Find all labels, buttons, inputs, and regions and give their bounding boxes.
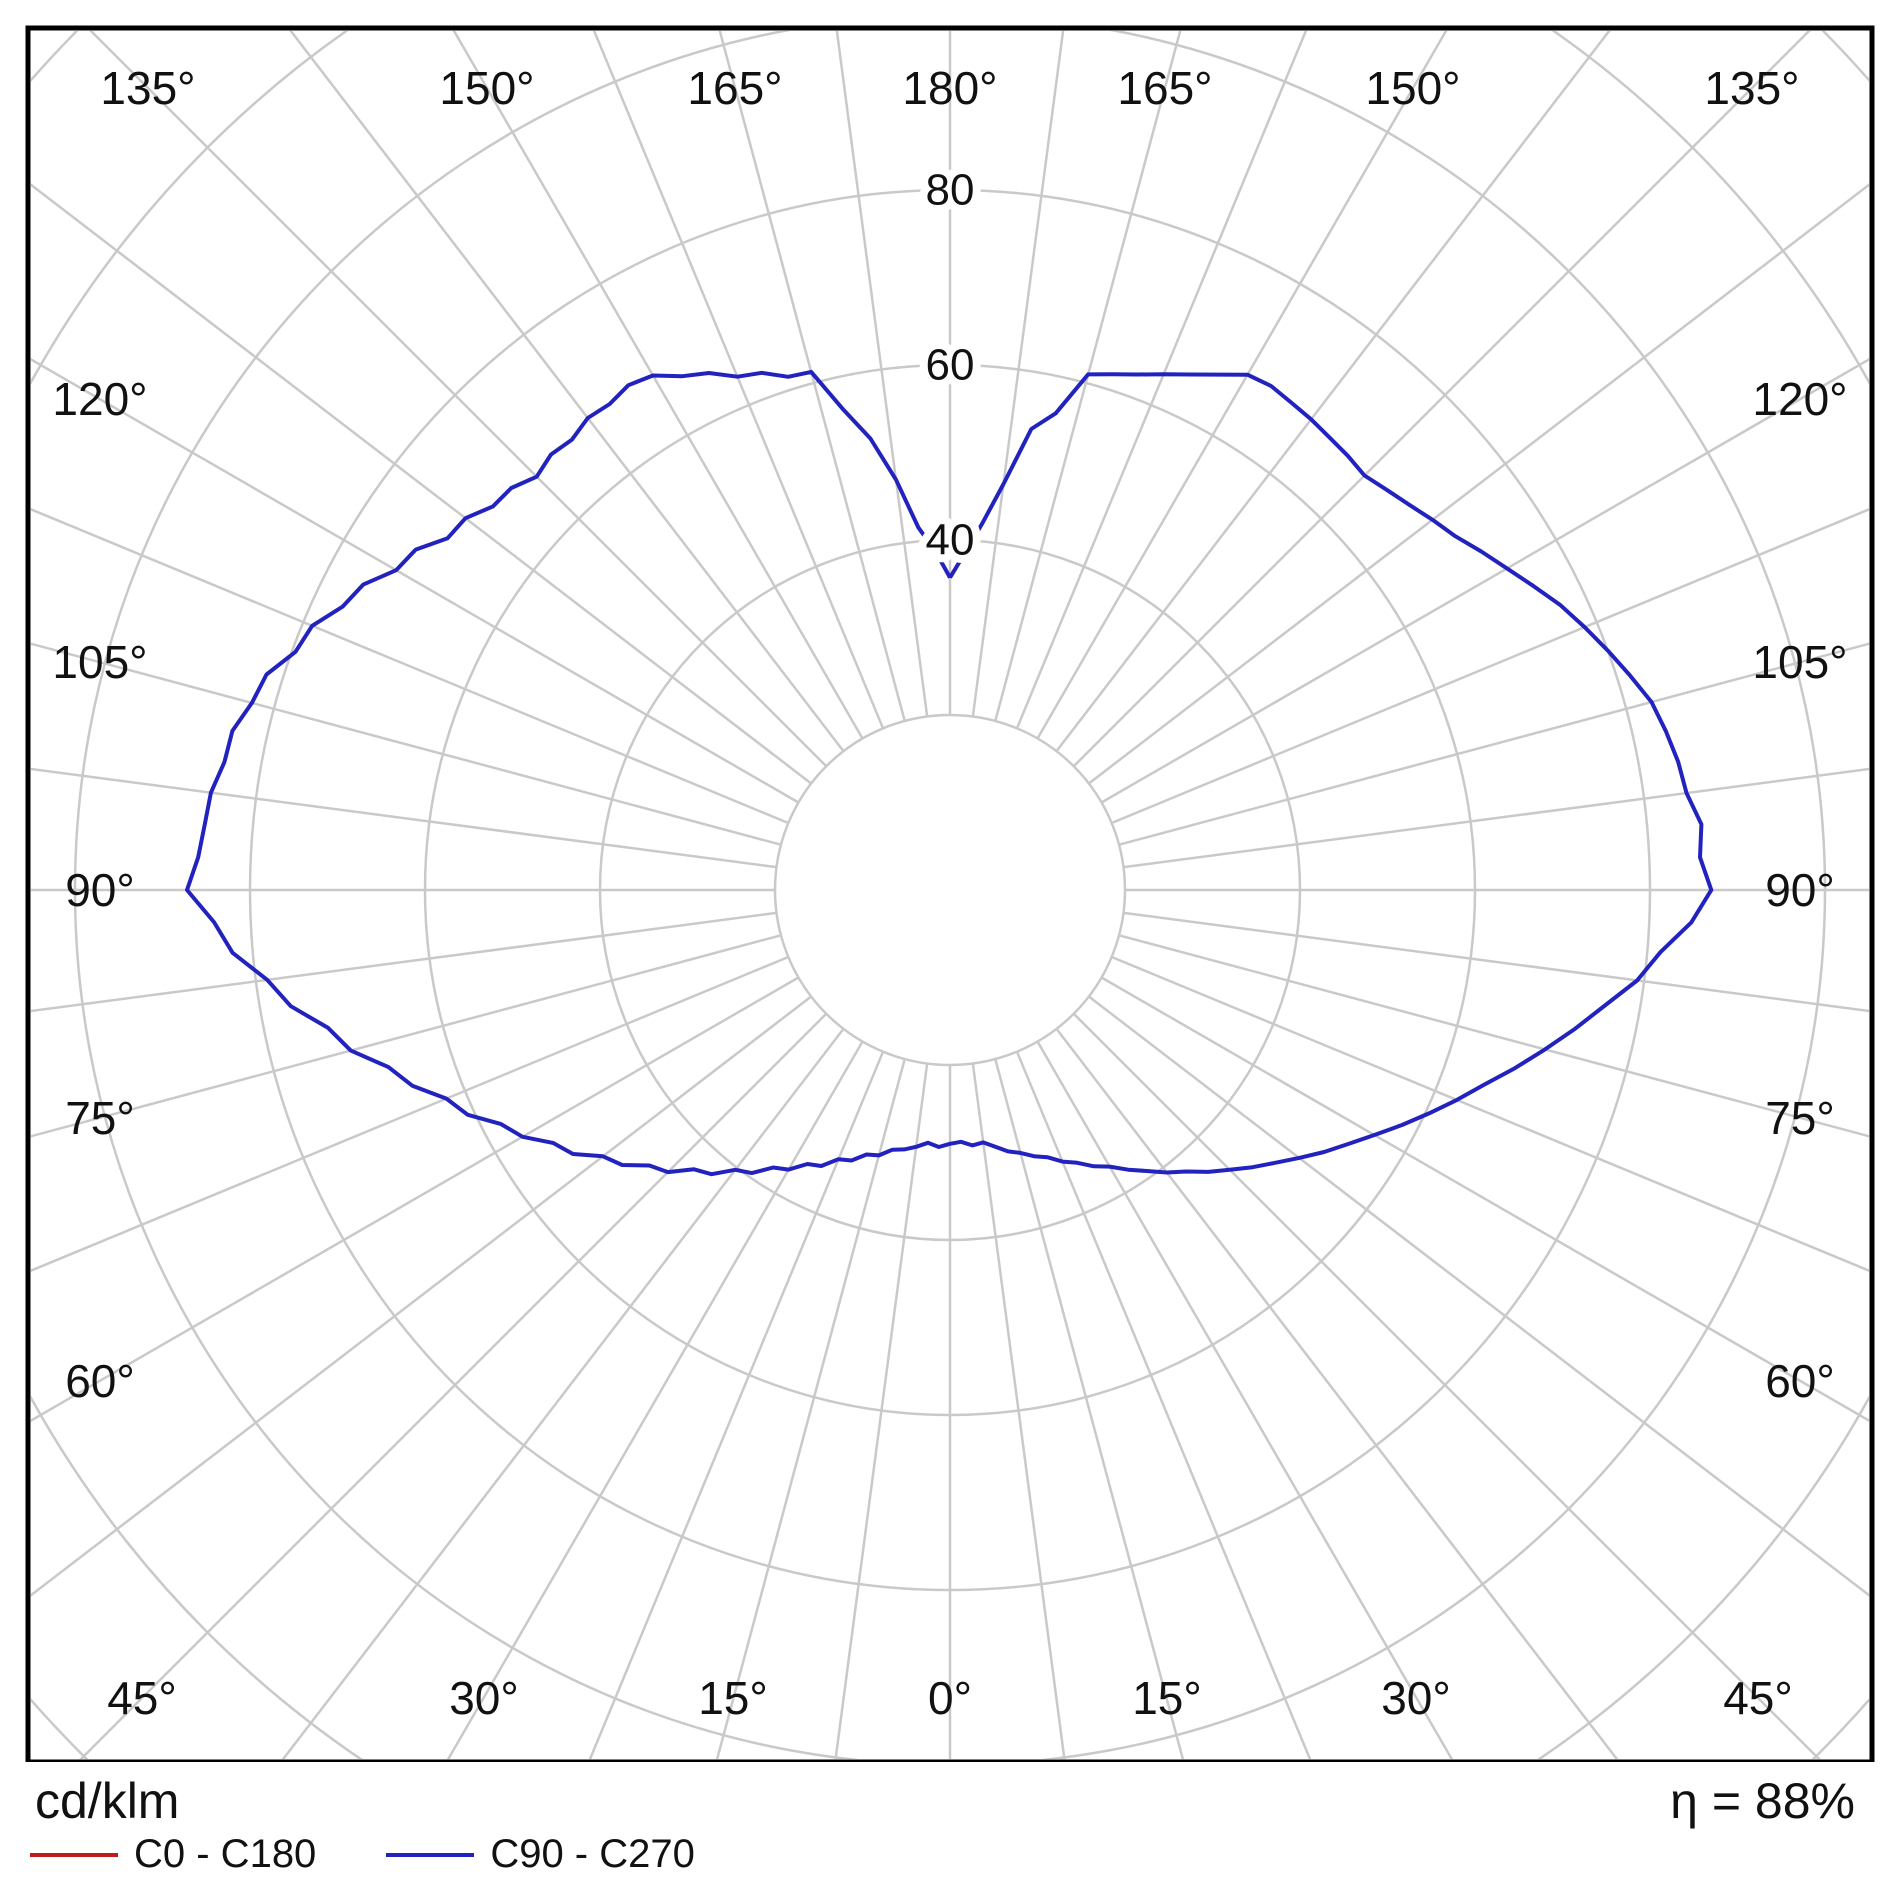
legend-item-c0-c180: C0 - C180 <box>30 1832 316 1877</box>
angle-label-75-right: 75° <box>1765 1092 1835 1144</box>
legend-label-c0-c180: C0 - C180 <box>134 1832 317 1876</box>
angle-label-30-left: 30° <box>449 1672 519 1724</box>
footer-top-row: cd/klm η = 88% <box>0 1762 1900 1830</box>
angle-label-0-right: 0° <box>928 1672 972 1724</box>
angle-label-60-right: 60° <box>1765 1355 1835 1407</box>
angle-label-90-left: 90° <box>65 864 135 916</box>
angle-label-60-left: 60° <box>65 1355 135 1407</box>
ring-label-80: 80 <box>926 166 975 215</box>
chart-footer: cd/klm η = 88% C0 - C180 C90 - C270 <box>0 1762 1900 1900</box>
polar-chart: 40 60 80 0° 15° 15° 30° 30° 45° 45° 60° 60° 75° 75° 90… <box>25 25 1875 1762</box>
ring-label-40: 40 <box>926 516 975 565</box>
angle-label-30-right: 30° <box>1381 1672 1451 1724</box>
angle-label-135-left: 135° <box>100 62 195 114</box>
angle-label-165-left: 165° <box>687 62 782 114</box>
angle-label-135-right: 135° <box>1704 62 1799 114</box>
units-label: cd/klm <box>35 1773 180 1829</box>
angle-label-120-right: 120° <box>1752 373 1847 425</box>
angle-label-15-right: 15° <box>1132 1672 1202 1724</box>
angle-label-90-right: 90° <box>1765 864 1835 916</box>
ring-label-60: 60 <box>926 341 975 390</box>
angle-label-45-left: 45° <box>107 1672 177 1724</box>
legend-item-c90-c270: C90 - C270 <box>386 1832 695 1877</box>
angle-label-105-right: 105° <box>1752 636 1847 688</box>
angle-label-45-right: 45° <box>1723 1672 1793 1724</box>
angle-label-150-right: 150° <box>1365 62 1460 114</box>
angle-label-75-left: 75° <box>65 1092 135 1144</box>
chart-frame-border <box>25 25 1875 1762</box>
legend-line-blue <box>386 1852 475 1857</box>
angle-label-180-right: 180° <box>902 62 997 114</box>
legend-label-c90-c270: C90 - C270 <box>490 1832 695 1876</box>
angle-label-15-left: 15° <box>698 1672 768 1724</box>
curve-c90-c270 <box>185 369 1714 1177</box>
legend: C0 - C180 C90 - C270 <box>0 1830 1900 1877</box>
angle-label-105-left: 105° <box>52 636 147 688</box>
angle-label-120-left: 120° <box>52 373 147 425</box>
efficiency-label: η = 88% <box>1670 1773 1855 1829</box>
legend-line-red <box>30 1852 118 1857</box>
angle-label-150-left: 150° <box>439 62 534 114</box>
angle-label-165-right: 165° <box>1117 62 1212 114</box>
